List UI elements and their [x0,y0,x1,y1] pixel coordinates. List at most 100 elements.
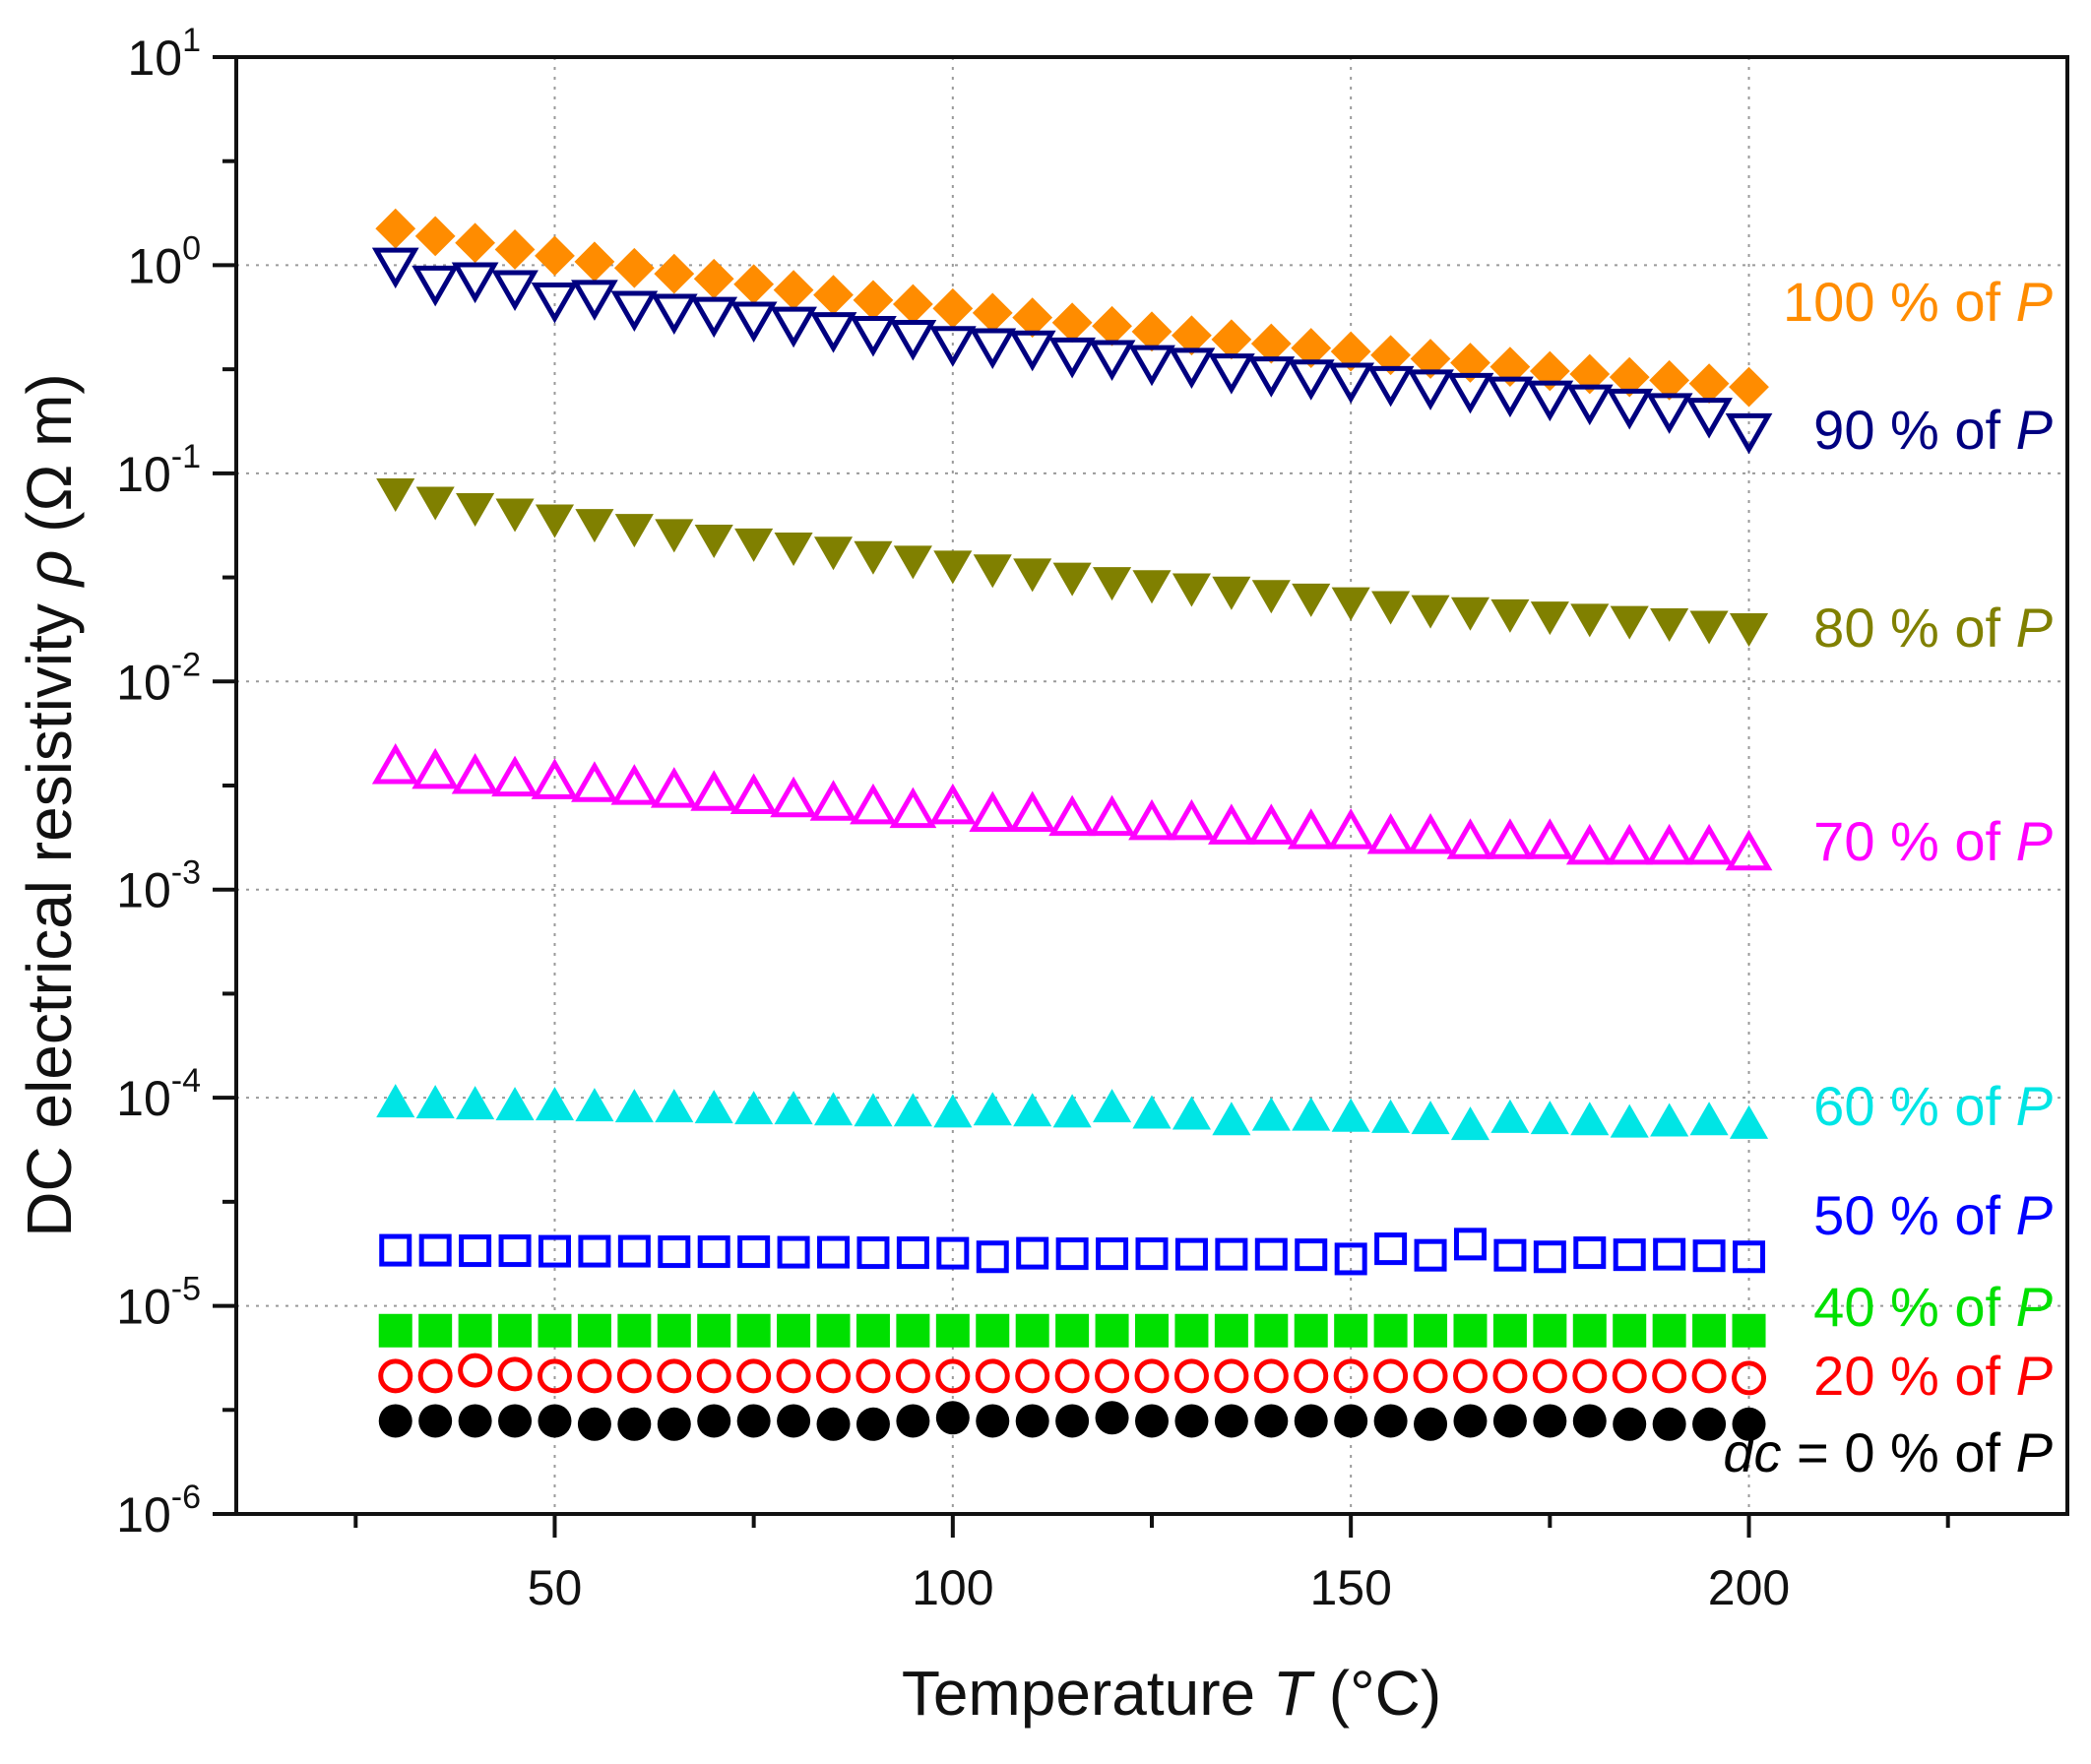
series-label: 70 % of P [1813,810,2053,872]
data-point [1373,1313,1408,1348]
data-point [376,478,415,513]
data-point [1533,1313,1567,1348]
data-point [694,1090,733,1124]
data-point [417,1358,453,1394]
data-point [736,1404,771,1438]
data-point [855,1313,890,1348]
data-point [1572,1404,1607,1438]
data-point [1092,305,1132,346]
data-point [1606,388,1654,430]
data-point [451,752,499,794]
data-point [1052,562,1092,597]
series-100-of-p [375,208,1769,408]
data-point [1207,353,1255,395]
axis-ticks: 50 100 150 200 10-6 10-5 10-4 10-3 10-2 10-1 100 10… [116,22,1950,1615]
data-point [1051,302,1093,344]
data-point [1334,1313,1368,1348]
data-point [777,1404,811,1438]
data-point [694,524,733,558]
data-point [498,1234,532,1268]
data-point [458,1404,492,1438]
data-point [1013,1093,1052,1127]
data-point [538,1404,572,1438]
data-point [1489,346,1531,388]
x-tick-label: 100 [912,1560,993,1615]
data-point [734,528,774,562]
series-label: 90 % of P [1813,399,2053,461]
data-point [531,758,579,799]
series-label: 20 % of P [1813,1345,2053,1407]
data-point [1135,1313,1169,1348]
data-point [1413,1358,1448,1394]
data-point [1487,376,1534,418]
data-point [1247,356,1296,398]
data-point [1292,583,1331,617]
data-point [697,1404,731,1438]
data-point [538,1234,571,1268]
data-point [1446,372,1494,414]
data-point [1095,1358,1130,1394]
data-point [378,1404,412,1438]
data-point [736,1358,772,1394]
data-point [378,1358,413,1394]
data-point [1450,1106,1490,1141]
series-20-of-p [378,1353,1767,1396]
data-point [1565,384,1614,426]
data-point [935,1313,970,1348]
data-point [1570,1102,1610,1136]
data-point [610,290,659,333]
series-label: 50 % of P [1813,1184,2053,1246]
data-point [616,1358,652,1394]
data-point [853,280,894,321]
data-point [1015,1313,1049,1348]
data-point [617,1407,652,1441]
data-point [1493,1238,1527,1272]
data-point [1411,1101,1450,1135]
y-tick-label: 10-1 [116,438,201,502]
data-point [933,1094,973,1128]
data-point [1207,803,1255,845]
data-point [1331,587,1370,621]
data-point [1450,343,1490,383]
data-point [575,509,614,543]
data-point [1645,393,1693,434]
data-point [1649,359,1690,401]
data-point [1254,1404,1289,1438]
data-point [1016,1236,1049,1270]
data-point [1095,1401,1129,1435]
data-point [1533,1240,1566,1274]
data-point [976,1240,1009,1274]
data-point [1095,1313,1129,1348]
series-80-of-p [376,478,1769,648]
series-50-of-p [379,1228,1766,1276]
y-axis-title: DC electrical resistivity ρ (Ω m) [14,373,85,1236]
data-point [1294,1404,1328,1438]
data-point [1370,335,1412,376]
data-point [1652,1407,1686,1441]
data-point [1606,823,1654,865]
data-point [1609,356,1650,398]
data-point [535,504,575,538]
data-point [697,1235,730,1269]
data-point [1692,1313,1727,1348]
data-point [729,773,778,814]
data-point [896,1313,930,1348]
data-point [1685,823,1733,865]
data-point [1214,1404,1248,1438]
data-point [932,287,974,329]
data-point [1371,1099,1411,1133]
data-point [1526,818,1574,859]
data-point [1247,803,1296,845]
data-point [498,1313,533,1348]
data-point [578,1234,611,1268]
data-point [1088,340,1136,381]
data-point [1450,597,1490,631]
data-point [497,1356,533,1392]
data-point [650,293,698,336]
data-point [1214,1313,1248,1348]
data-point [494,229,536,270]
series-label: 80 % of P [1813,597,2053,659]
data-point [1373,1358,1409,1394]
data-point [376,1084,415,1118]
